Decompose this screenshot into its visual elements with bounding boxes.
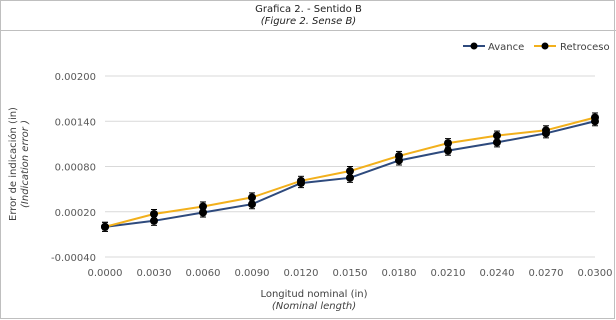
x-tick-label: 0.0150 (333, 268, 368, 279)
x-tick-label: 0.0240 (480, 268, 515, 279)
x-tick-label: 0.0210 (431, 268, 466, 279)
grid-layer (105, 75, 595, 258)
data-point-retroceso (346, 167, 354, 176)
data-point-retroceso (297, 176, 305, 185)
y-tick-label: 0.00080 (55, 163, 96, 174)
data-point-retroceso (493, 131, 501, 140)
legend-retroceso-label: Retroceso (560, 42, 610, 53)
x-tick-label: 0.0270 (529, 268, 564, 279)
x-tick-label: 0.0030 (137, 268, 172, 279)
y-tick-labels: -0.00040 0.00020 0.00080 0.00140 0.00200 (51, 72, 96, 264)
data-point-avance (444, 146, 452, 155)
chart-title-box: Grafica 2. - Sentido B (Figure 2. Sense … (1, 1, 616, 31)
y-tick-label: -0.00040 (51, 253, 96, 264)
data-point-retroceso (101, 222, 109, 231)
data-point-retroceso (248, 193, 256, 202)
chart-subtitle: (Figure 2. Sense B) (260, 16, 357, 27)
legend-avance-label: Avance (488, 42, 524, 53)
legend-retroceso-marker (541, 42, 549, 50)
x-tick-labels: 0.0000 0.0030 0.0060 0.0090 0.0120 0.0150 0.01… (88, 268, 613, 279)
data-point-retroceso (395, 151, 403, 160)
y-axis-label: Error de indicación (in) (7, 107, 19, 221)
x-tick-label: 0.0090 (235, 268, 270, 279)
data-point-retroceso (542, 126, 550, 135)
x-tick-label: 0.0120 (284, 268, 319, 279)
legend-avance-marker (470, 42, 478, 50)
x-tick-label: 0.0180 (382, 268, 417, 279)
data-point-retroceso (150, 210, 158, 219)
data-point-retroceso (591, 113, 599, 122)
y-tick-label: 0.00140 (55, 117, 96, 128)
x-axis-sublabel: (Nominal length) (272, 301, 356, 312)
x-axis-label: Longitud nominal (in) (260, 289, 367, 300)
x-tick-label: 0.0000 (88, 268, 123, 279)
data-point-retroceso (444, 139, 452, 148)
legend: Avance Retroceso (463, 42, 610, 53)
chart-title: Grafica 2. - Sentido B (255, 4, 362, 15)
series-layer (101, 112, 599, 232)
y-tick-label: 0.00200 (55, 72, 96, 83)
y-tick-label: 0.00020 (55, 208, 96, 219)
x-tick-label: 0.0300 (578, 268, 613, 279)
x-tick-label: 0.0060 (186, 268, 221, 279)
data-point-retroceso (199, 202, 207, 211)
y-axis-sublabel: (Indication error ) (20, 120, 31, 208)
